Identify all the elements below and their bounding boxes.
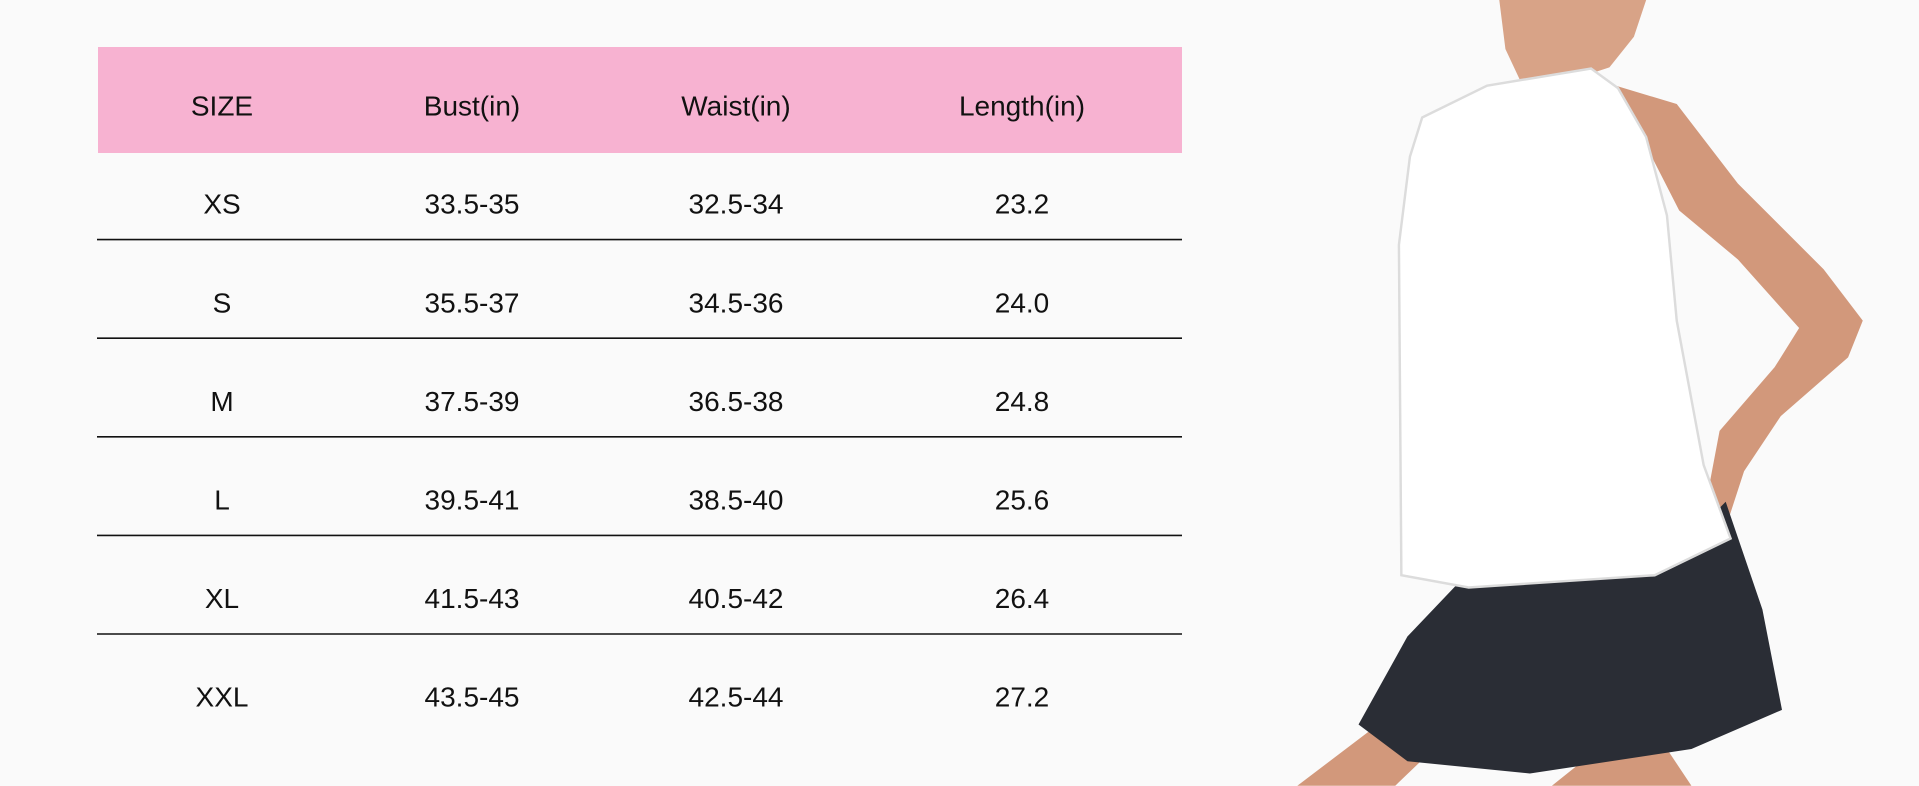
tank-top [1397,67,1733,589]
table-cell: XXL [196,682,249,713]
skirt [1358,501,1782,774]
table-cell: 37.5-39 [425,386,520,417]
table-cell: XS [203,189,240,220]
table-cell: 35.5-37 [425,287,520,318]
table-cell: 39.5-41 [425,484,520,515]
table-cell: XL [205,583,239,614]
table-cell: 24.8 [995,386,1050,417]
arm [1615,85,1863,521]
table-cell: 24.0 [995,287,1050,318]
table-cell: 41.5-43 [425,583,520,614]
table-cell: 27.2 [995,682,1050,713]
table-cell: M [210,386,233,417]
table-cell: 26.4 [995,583,1050,614]
table-cell: 25.6 [995,484,1050,515]
header-cell: Bust(in) [424,90,520,121]
table-cell: S [213,287,232,318]
table-cell: 32.5-34 [689,189,784,220]
table-cell: 23.2 [995,189,1050,220]
table-cell: 33.5-35 [425,189,520,220]
header-cell: SIZE [191,90,253,121]
table-cell: 43.5-45 [425,682,520,713]
table-cell: 40.5-42 [689,583,784,614]
header-cell: Waist(in) [681,90,790,121]
table-cell: 34.5-36 [689,287,784,318]
header-cell: Length(in) [959,90,1085,121]
neck [1499,0,1647,89]
table-cell: 38.5-40 [689,484,784,515]
table-cell: 36.5-38 [689,386,784,417]
table-cell: L [214,484,230,515]
table-cell: 42.5-44 [689,682,784,713]
size-table: SIZE Bust(in) Waist(in) Length(in) XS 33.5-35… [97,90,1182,713]
model-photo [1297,0,1863,786]
header-band [98,47,1182,153]
